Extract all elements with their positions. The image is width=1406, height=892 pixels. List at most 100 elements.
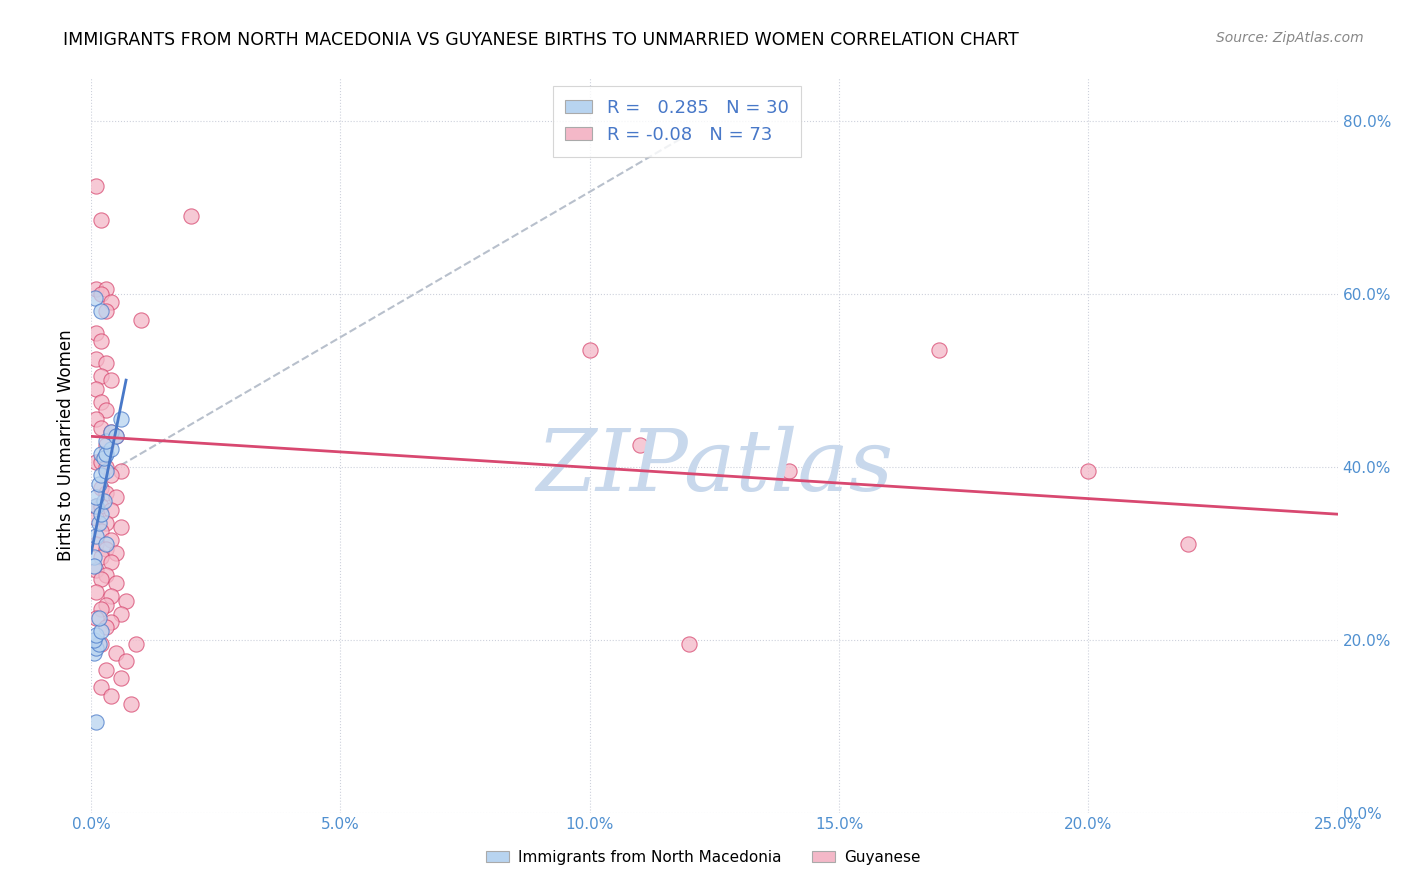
- Point: [90, 572, 112, 586]
- Legend: Immigrants from North Macedonia, Guyanese: Immigrants from North Macedonia, Guyanes…: [479, 844, 927, 871]
- Point: [100, 689, 122, 703]
- Point: [84, 326, 107, 340]
- Point: [105, 429, 128, 443]
- Point: [83, 646, 105, 660]
- Point: [93, 494, 115, 508]
- Point: [90, 447, 112, 461]
- Point: [100, 373, 122, 387]
- Point: [778, 464, 800, 478]
- Point: [84, 628, 107, 642]
- Point: [83, 559, 105, 574]
- Point: [94, 459, 117, 474]
- Point: [84, 178, 107, 193]
- Point: [90, 637, 112, 651]
- Point: [90, 368, 112, 383]
- Point: [87, 637, 110, 651]
- Text: Source: ZipAtlas.com: Source: ZipAtlas.com: [1216, 31, 1364, 45]
- Point: [110, 412, 132, 426]
- Point: [100, 468, 122, 483]
- Point: [94, 537, 117, 551]
- Point: [84, 499, 107, 513]
- Point: [84, 382, 107, 396]
- Point: [110, 464, 132, 478]
- Point: [928, 343, 950, 357]
- Point: [84, 585, 107, 599]
- Point: [84, 291, 107, 305]
- Point: [115, 593, 138, 607]
- Point: [84, 455, 107, 469]
- Point: [94, 485, 117, 500]
- Point: [105, 490, 128, 504]
- Point: [110, 607, 132, 621]
- Point: [1077, 464, 1099, 478]
- Point: [110, 520, 132, 534]
- Point: [84, 412, 107, 426]
- Point: [100, 295, 122, 310]
- Point: [1177, 537, 1199, 551]
- Point: [83, 632, 105, 647]
- Point: [90, 524, 112, 539]
- Point: [90, 455, 112, 469]
- Point: [180, 209, 202, 223]
- Point: [83, 550, 105, 565]
- Point: [100, 503, 122, 517]
- Point: [84, 490, 107, 504]
- Point: [578, 343, 600, 357]
- Point: [84, 537, 107, 551]
- Point: [110, 672, 132, 686]
- Point: [94, 434, 117, 448]
- Text: ZIPatlas: ZIPatlas: [536, 425, 893, 508]
- Point: [94, 304, 117, 318]
- Point: [90, 286, 112, 301]
- Point: [94, 663, 117, 677]
- Point: [94, 598, 117, 612]
- Point: [84, 714, 107, 729]
- Point: [84, 529, 107, 543]
- Point: [100, 555, 122, 569]
- Point: [90, 680, 112, 694]
- Point: [628, 438, 651, 452]
- Point: [84, 351, 107, 366]
- Point: [90, 468, 112, 483]
- Point: [84, 611, 107, 625]
- Y-axis label: Births to Unmarried Women: Births to Unmarried Women: [58, 329, 75, 561]
- Point: [84, 499, 107, 513]
- Point: [84, 511, 107, 525]
- Point: [94, 438, 117, 452]
- Point: [94, 619, 117, 633]
- Point: [90, 481, 112, 495]
- Point: [93, 450, 115, 465]
- Point: [84, 641, 107, 656]
- Point: [94, 282, 117, 296]
- Text: IMMIGRANTS FROM NORTH MACEDONIA VS GUYANESE BIRTHS TO UNMARRIED WOMEN CORRELATIO: IMMIGRANTS FROM NORTH MACEDONIA VS GUYAN…: [63, 31, 1019, 49]
- Point: [94, 403, 117, 417]
- Point: [94, 447, 117, 461]
- Point: [94, 356, 117, 370]
- Point: [94, 516, 117, 530]
- Point: [87, 516, 110, 530]
- Point: [90, 507, 112, 521]
- Point: [90, 334, 112, 349]
- Point: [129, 312, 152, 326]
- Point: [100, 442, 122, 457]
- Point: [100, 425, 122, 439]
- Point: [100, 533, 122, 548]
- Point: [125, 637, 148, 651]
- Point: [105, 546, 128, 560]
- Point: [120, 698, 142, 712]
- Point: [90, 213, 112, 227]
- Point: [90, 394, 112, 409]
- Point: [90, 602, 112, 616]
- Point: [84, 282, 107, 296]
- Point: [115, 654, 138, 668]
- Point: [105, 646, 128, 660]
- Point: [94, 464, 117, 478]
- Point: [90, 499, 112, 513]
- Point: [94, 567, 117, 582]
- Point: [100, 615, 122, 630]
- Point: [90, 624, 112, 638]
- Point: [87, 611, 110, 625]
- Legend: R =   0.285   N = 30, R = -0.08   N = 73: R = 0.285 N = 30, R = -0.08 N = 73: [553, 87, 801, 157]
- Point: [90, 420, 112, 434]
- Point: [84, 563, 107, 577]
